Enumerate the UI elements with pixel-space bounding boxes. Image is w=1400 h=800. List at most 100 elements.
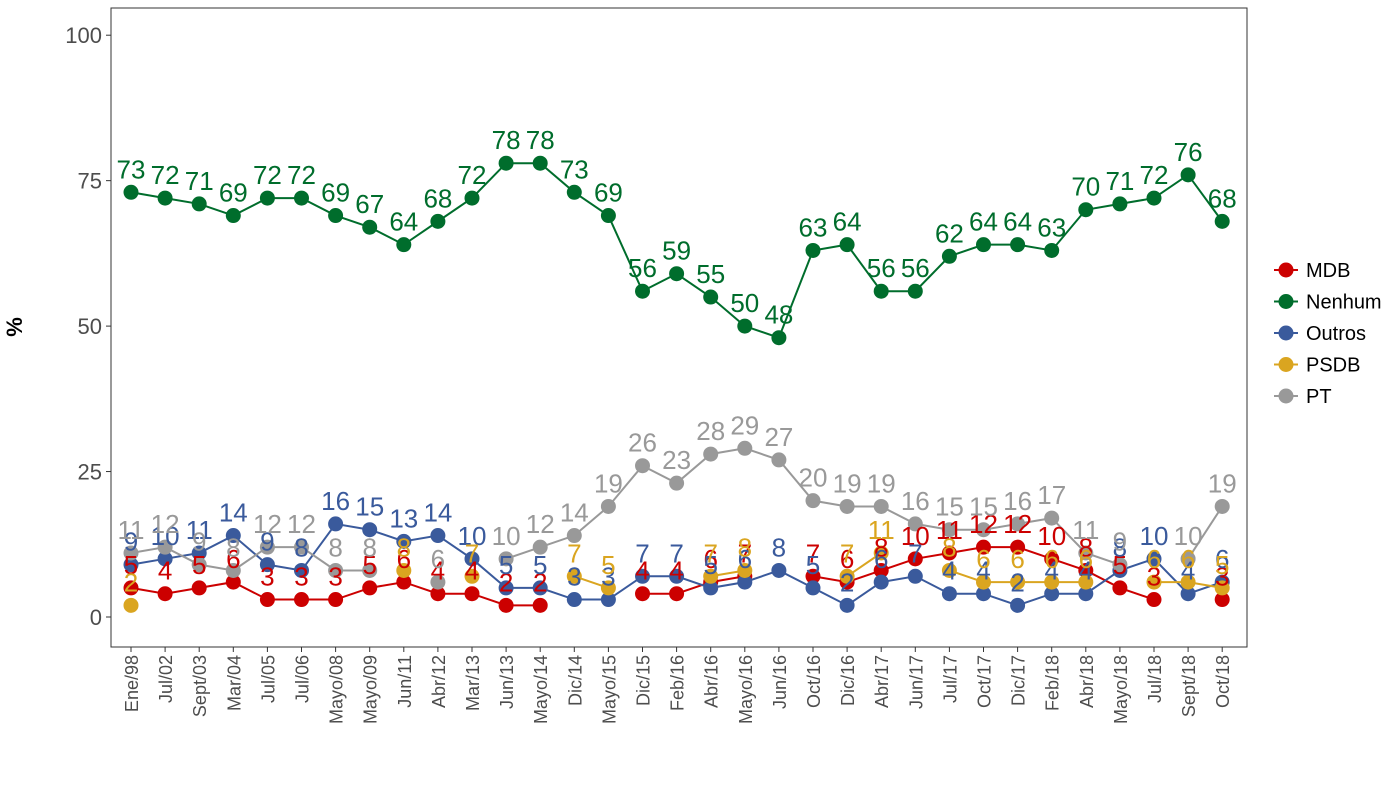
data-point-outros [191,545,207,561]
data-label-outros: 4 [1181,556,1195,586]
data-label-pt: 12 [253,509,282,539]
data-label-pt: 11 [118,515,145,545]
data-point-nenhum [771,330,787,346]
x-tick-label: Jun/17 [906,655,926,709]
data-point-outros [703,580,719,596]
data-point-nenhum [532,155,548,171]
data-point-pt [600,498,616,514]
data-label-psdb: 7 [703,538,717,568]
data-point-pt [635,458,650,474]
data-label-nenhum: 62 [935,218,964,248]
x-tick-label: Mayo/08 [327,655,347,724]
data-point-mdb [123,580,139,596]
data-point-pt [907,516,923,532]
data-label-outros: 5 [499,550,513,580]
data-label-nenhum: 59 [662,236,691,266]
data-label-pt: 10 [1174,521,1203,551]
data-point-nenhum [157,190,173,206]
data-point-pt [703,446,719,462]
data-label-outros: 10 [1140,521,1169,551]
data-point-outros [805,580,821,596]
series-layer [123,155,1230,613]
data-label-nenhum: 63 [1037,212,1066,242]
data-point-psdb [976,574,991,590]
data-point-mdb [225,574,241,590]
data-point-psdb [600,580,616,596]
data-point-mdb [907,551,923,567]
x-tick-label: Mayo/18 [1111,655,1131,724]
x-tick-label: Feb/16 [668,655,688,711]
data-label-pt: 6 [431,544,445,574]
data-label-nenhum: 71 [185,166,214,196]
data-label-mdb: 5 [1113,550,1127,580]
data-point-pt [191,557,207,573]
data-label-nenhum: 73 [560,154,589,184]
x-tick-label: Oct/17 [975,655,995,708]
data-point-pt [225,562,241,578]
data-point-nenhum [328,208,344,224]
data-label-mdb: 3 [328,562,342,592]
data-label-outros: 3 [567,562,581,592]
data-point-nenhum [1180,167,1196,183]
data-point-nenhum [600,208,616,224]
data-label-nenhum: 56 [901,253,930,283]
data-point-nenhum [907,283,923,299]
data-label-outros: 5 [806,550,820,580]
data-point-nenhum [1214,213,1230,229]
data-point-mdb [635,586,650,602]
data-point-psdb [839,568,855,584]
data-point-pt [362,562,378,578]
data-point-outros [328,516,344,532]
legend-key-point [1278,294,1294,309]
data-point-pt [532,539,548,555]
data-label-outros: 4 [1044,556,1058,586]
data-label-nenhum: 69 [321,178,350,208]
data-point-mdb [976,539,991,555]
data-label-pt: 8 [226,532,240,562]
data-label-mdb: 12 [969,509,998,539]
data-point-pt [1044,510,1060,526]
x-tick-label: Mayo/09 [361,655,381,724]
data-point-outros [600,592,616,608]
x-tick-label: Dic/17 [1009,655,1029,706]
legend-item-mdb: MDB [1274,260,1350,282]
data-point-outros [294,562,309,578]
data-point-outros [123,557,139,573]
data-point-psdb [873,545,889,561]
data-label-outros: 15 [355,492,384,522]
data-label-psdb: 6 [1147,544,1161,574]
data-label-mdb: 4 [635,556,649,586]
data-point-psdb [1010,574,1026,590]
data-label-mdb: 5 [192,550,206,580]
legend-label: PT [1306,386,1332,408]
data-point-pt [805,493,821,509]
data-label-pt: 12 [151,509,180,539]
data-point-outros [1010,597,1026,613]
data-label-mdb: 3 [1147,562,1161,592]
data-point-nenhum [976,237,991,253]
data-label-mdb: 8 [1079,532,1093,562]
data-label-mdb: 10 [901,521,930,551]
data-label-mdb: 2 [499,567,513,597]
data-point-pt [566,528,582,544]
data-label-nenhum: 64 [833,207,862,237]
data-label-nenhum: 69 [594,178,623,208]
series-outros [123,516,1230,613]
x-tick-label: Mayo/16 [736,655,756,724]
data-point-outros [1146,551,1162,567]
x-tick-label: Ene/98 [122,655,142,712]
data-label-outros: 10 [458,521,487,551]
data-label-nenhum: 64 [969,207,998,237]
x-tick-label: Mayo/14 [531,655,551,724]
data-label-mdb: 6 [703,544,717,574]
data-point-nenhum [123,184,139,200]
x-tick-label: Dic/14 [565,655,585,706]
data-label-pt: 20 [799,463,828,493]
y-tick-label: 75 [78,169,102,194]
data-point-pt [157,539,173,555]
data-label-pt: 12 [526,509,555,539]
data-label-pt: 28 [696,416,725,446]
data-point-nenhum [1112,196,1128,212]
series-line-mdb [642,575,745,595]
x-tick-label: Oct/16 [804,655,824,708]
